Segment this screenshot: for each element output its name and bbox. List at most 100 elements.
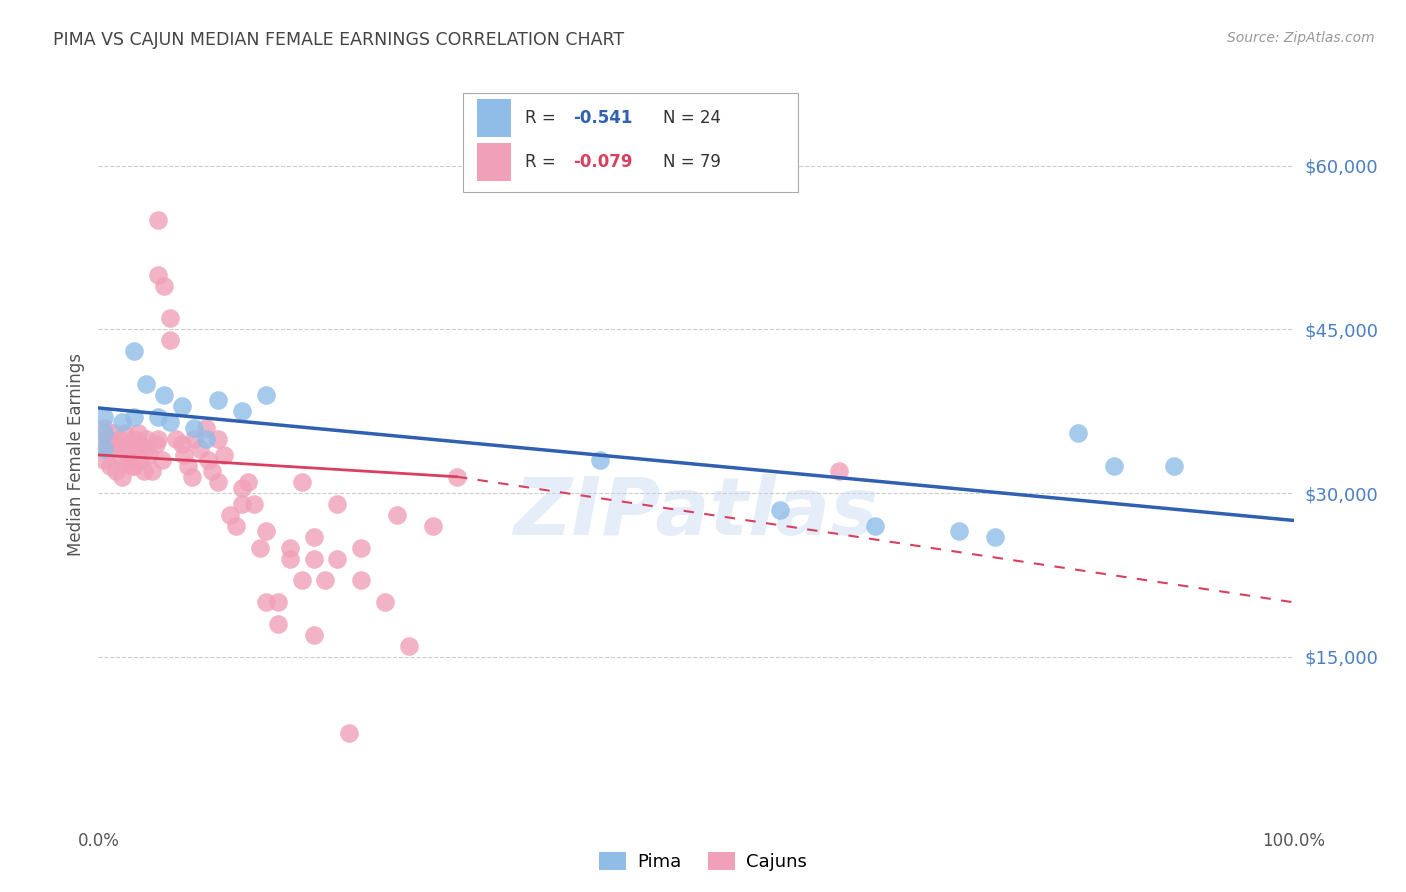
Point bbox=[93, 442, 115, 457]
Point bbox=[236, 475, 259, 490]
Point bbox=[159, 311, 181, 326]
Point bbox=[153, 278, 176, 293]
Point bbox=[135, 432, 157, 446]
Point bbox=[339, 726, 361, 740]
Point bbox=[111, 415, 134, 429]
Point bbox=[124, 442, 146, 457]
Point bbox=[278, 551, 301, 566]
Point bbox=[291, 475, 314, 490]
Point bbox=[197, 453, 219, 467]
Point bbox=[148, 213, 170, 227]
Point bbox=[350, 574, 373, 588]
Point bbox=[121, 458, 143, 473]
Text: -0.079: -0.079 bbox=[572, 153, 633, 171]
Point bbox=[249, 541, 271, 555]
Point bbox=[93, 437, 115, 451]
Point bbox=[374, 595, 396, 609]
Point bbox=[117, 442, 139, 457]
Point bbox=[101, 426, 124, 441]
Point bbox=[398, 639, 420, 653]
Point bbox=[93, 453, 115, 467]
Point bbox=[219, 508, 242, 522]
Point bbox=[135, 376, 157, 391]
Point bbox=[98, 442, 122, 457]
Point bbox=[350, 541, 373, 555]
Point bbox=[127, 426, 149, 441]
Point bbox=[315, 574, 337, 588]
Point bbox=[93, 426, 115, 441]
Point bbox=[207, 432, 229, 446]
Point bbox=[326, 497, 349, 511]
Point bbox=[105, 437, 128, 451]
Point bbox=[267, 617, 290, 632]
Point bbox=[231, 497, 253, 511]
Point bbox=[108, 432, 131, 446]
Point bbox=[326, 551, 349, 566]
Point bbox=[159, 415, 181, 429]
Point bbox=[865, 519, 887, 533]
Point bbox=[302, 530, 325, 544]
Point bbox=[172, 399, 194, 413]
Point bbox=[124, 458, 146, 473]
Point bbox=[153, 388, 176, 402]
Point bbox=[93, 420, 115, 434]
Point bbox=[98, 458, 122, 473]
Point bbox=[172, 437, 194, 451]
Text: ZIPatlas: ZIPatlas bbox=[513, 475, 879, 552]
Point bbox=[195, 432, 218, 446]
Point bbox=[124, 344, 146, 359]
Point bbox=[165, 432, 187, 446]
Point bbox=[124, 432, 146, 446]
Point bbox=[105, 464, 128, 478]
Point bbox=[254, 595, 277, 609]
Point bbox=[148, 268, 170, 282]
Point bbox=[141, 464, 163, 478]
Point bbox=[254, 524, 277, 539]
Point bbox=[243, 497, 266, 511]
Point bbox=[173, 448, 195, 462]
Bar bbox=[477, 144, 510, 181]
Text: R =: R = bbox=[524, 110, 561, 128]
Point bbox=[422, 519, 444, 533]
Point bbox=[254, 388, 277, 402]
Text: PIMA VS CAJUN MEDIAN FEMALE EARNINGS CORRELATION CHART: PIMA VS CAJUN MEDIAN FEMALE EARNINGS COR… bbox=[53, 31, 624, 49]
Point bbox=[129, 453, 152, 467]
Point bbox=[117, 453, 139, 467]
Point bbox=[195, 420, 218, 434]
Y-axis label: Median Female Earnings: Median Female Earnings bbox=[66, 353, 84, 557]
Point bbox=[201, 464, 224, 478]
Point bbox=[207, 475, 229, 490]
Point bbox=[768, 502, 790, 516]
Point bbox=[129, 437, 152, 451]
Point bbox=[97, 432, 120, 446]
Point bbox=[984, 530, 1007, 544]
Point bbox=[1163, 458, 1185, 473]
Text: -0.541: -0.541 bbox=[572, 110, 633, 128]
Point bbox=[114, 426, 136, 441]
Bar bbox=[463, 93, 797, 192]
Point bbox=[132, 464, 155, 478]
Point bbox=[111, 469, 134, 483]
Point bbox=[183, 420, 205, 434]
Point bbox=[159, 333, 181, 347]
Point bbox=[138, 448, 160, 462]
Point bbox=[111, 453, 134, 467]
Point bbox=[207, 393, 229, 408]
Point bbox=[135, 442, 157, 457]
Point bbox=[291, 574, 314, 588]
Legend: Pima, Cajuns: Pima, Cajuns bbox=[592, 845, 814, 879]
Point bbox=[278, 541, 301, 555]
Point bbox=[231, 481, 253, 495]
Text: Source: ZipAtlas.com: Source: ZipAtlas.com bbox=[1227, 31, 1375, 45]
Point bbox=[177, 458, 200, 473]
Point bbox=[231, 404, 253, 418]
Point bbox=[124, 409, 146, 424]
Point bbox=[589, 453, 612, 467]
Point bbox=[267, 595, 290, 609]
Point bbox=[150, 453, 173, 467]
Bar bbox=[477, 99, 510, 137]
Point bbox=[948, 524, 970, 539]
Point bbox=[212, 448, 235, 462]
Point bbox=[93, 409, 115, 424]
Point bbox=[148, 432, 170, 446]
